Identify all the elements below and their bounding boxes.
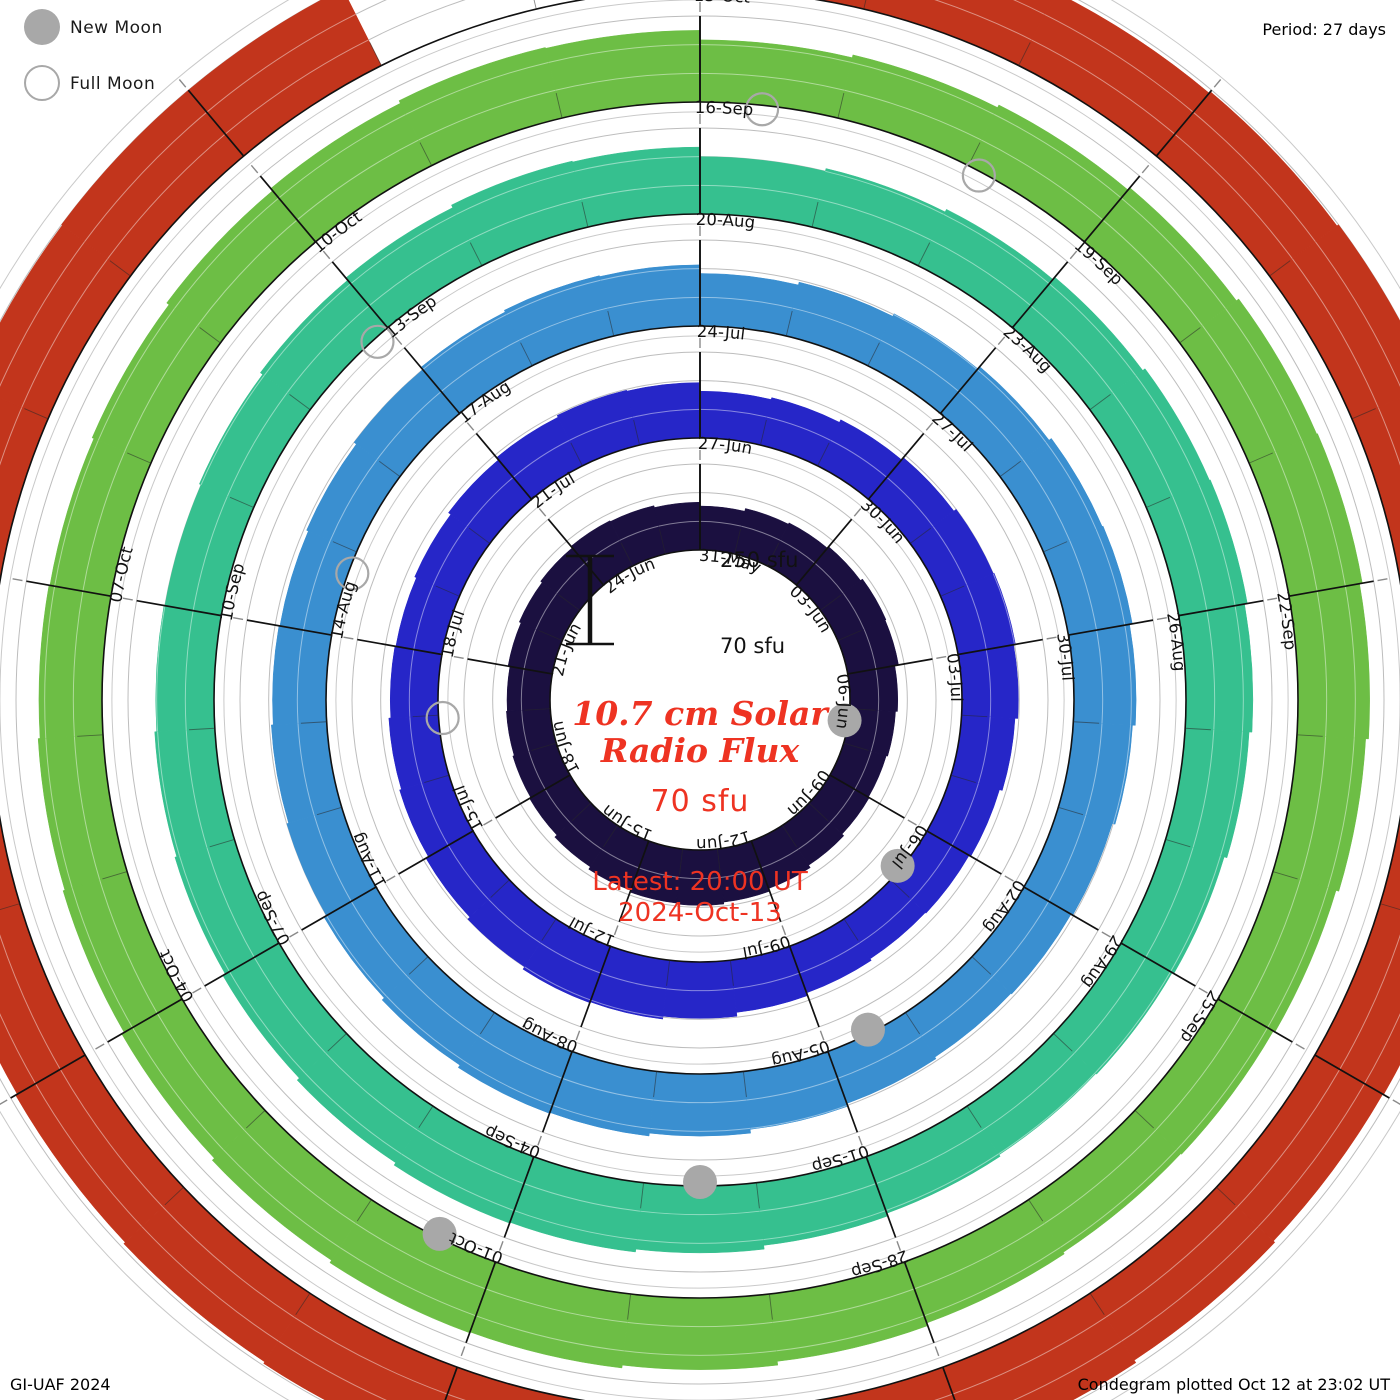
svg-text:20-Aug: 20-Aug	[696, 210, 756, 232]
full-moon-icon	[24, 65, 60, 101]
new-moon-icon	[24, 9, 60, 45]
svg-text:03-Jul: 03-Jul	[943, 652, 966, 702]
svg-text:24-Jul: 24-Jul	[697, 322, 746, 344]
svg-text:13-Oct: 13-Oct	[694, 0, 752, 7]
moon-markers	[335, 92, 996, 1251]
plotted-timestamp: Condegram plotted Oct 12 at 23:02 UT	[1077, 1375, 1390, 1394]
new-moon-legend-label: New Moon	[70, 18, 163, 38]
svg-text:06-Jun: 06-Jun	[832, 672, 854, 730]
svg-text:16-Sep: 16-Sep	[695, 98, 754, 119]
period-label: Period: 27 days	[1262, 20, 1386, 39]
credit-label: GI-UAF 2024	[10, 1375, 111, 1394]
full-moon-legend-label: Full Moon	[70, 74, 156, 94]
